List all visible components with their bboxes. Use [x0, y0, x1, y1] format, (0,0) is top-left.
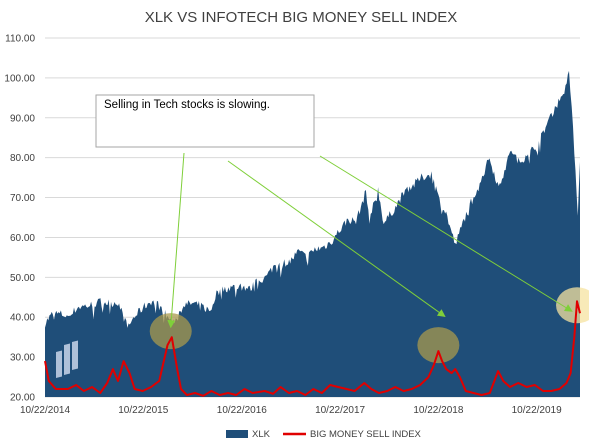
chart-title: XLK VS INFOTECH BIG MONEY SELL INDEX: [145, 9, 458, 26]
legend-swatch-xlk: [226, 430, 248, 438]
y-tick-label: 90.00: [10, 113, 35, 124]
highlight-circle: [149, 313, 192, 350]
legend-label-sell-index: BIG MONEY SELL INDEX: [310, 429, 422, 440]
x-tick-label: 10/22/2017: [315, 405, 365, 416]
legend: XLK BIG MONEY SELL INDEX: [226, 429, 422, 440]
y-tick-label: 100.00: [4, 73, 35, 84]
annotation-text: Selling in Tech stocks is slowing.: [104, 99, 270, 111]
annotations: Selling in Tech stocks is slowing.: [95, 94, 573, 329]
y-tick-label: 110.00: [5, 34, 35, 45]
series-sell-index-line: [44, 300, 581, 397]
annotation-arrow: [227, 160, 446, 318]
x-tick-label: 10/22/2014: [20, 405, 70, 416]
annotation-box: [95, 94, 315, 148]
watermark-logo: [56, 340, 78, 379]
legend-label-xlk: XLK: [252, 429, 271, 440]
x-tick-label: 10/22/2018: [413, 405, 463, 416]
y-tick-label: 80.00: [10, 153, 35, 164]
y-tick-label: 20.00: [10, 393, 35, 404]
annotation-arrow: [319, 155, 573, 312]
x-axis-ticks: 10/22/2014 10/22/2015 10/22/2016 10/22/2017…: [20, 405, 562, 416]
y-tick-label: 70.00: [10, 193, 35, 204]
plot-area: [44, 70, 589, 398]
y-axis-ticks: 110.00 100.00 90.00 80.00 70.00 60.00 50.00 40.…: [4, 34, 35, 404]
x-tick-label: 10/22/2016: [217, 405, 267, 416]
y-tick-label: 40.00: [10, 313, 35, 324]
x-tick-label: 10/22/2019: [512, 405, 562, 416]
annotation-arrow: [167, 152, 185, 329]
y-tick-label: 30.00: [10, 353, 35, 364]
highlight-circle: [417, 327, 460, 364]
x-tick-label: 10/22/2015: [118, 405, 168, 416]
y-tick-label: 60.00: [10, 233, 35, 244]
y-tick-label: 50.00: [10, 273, 35, 284]
